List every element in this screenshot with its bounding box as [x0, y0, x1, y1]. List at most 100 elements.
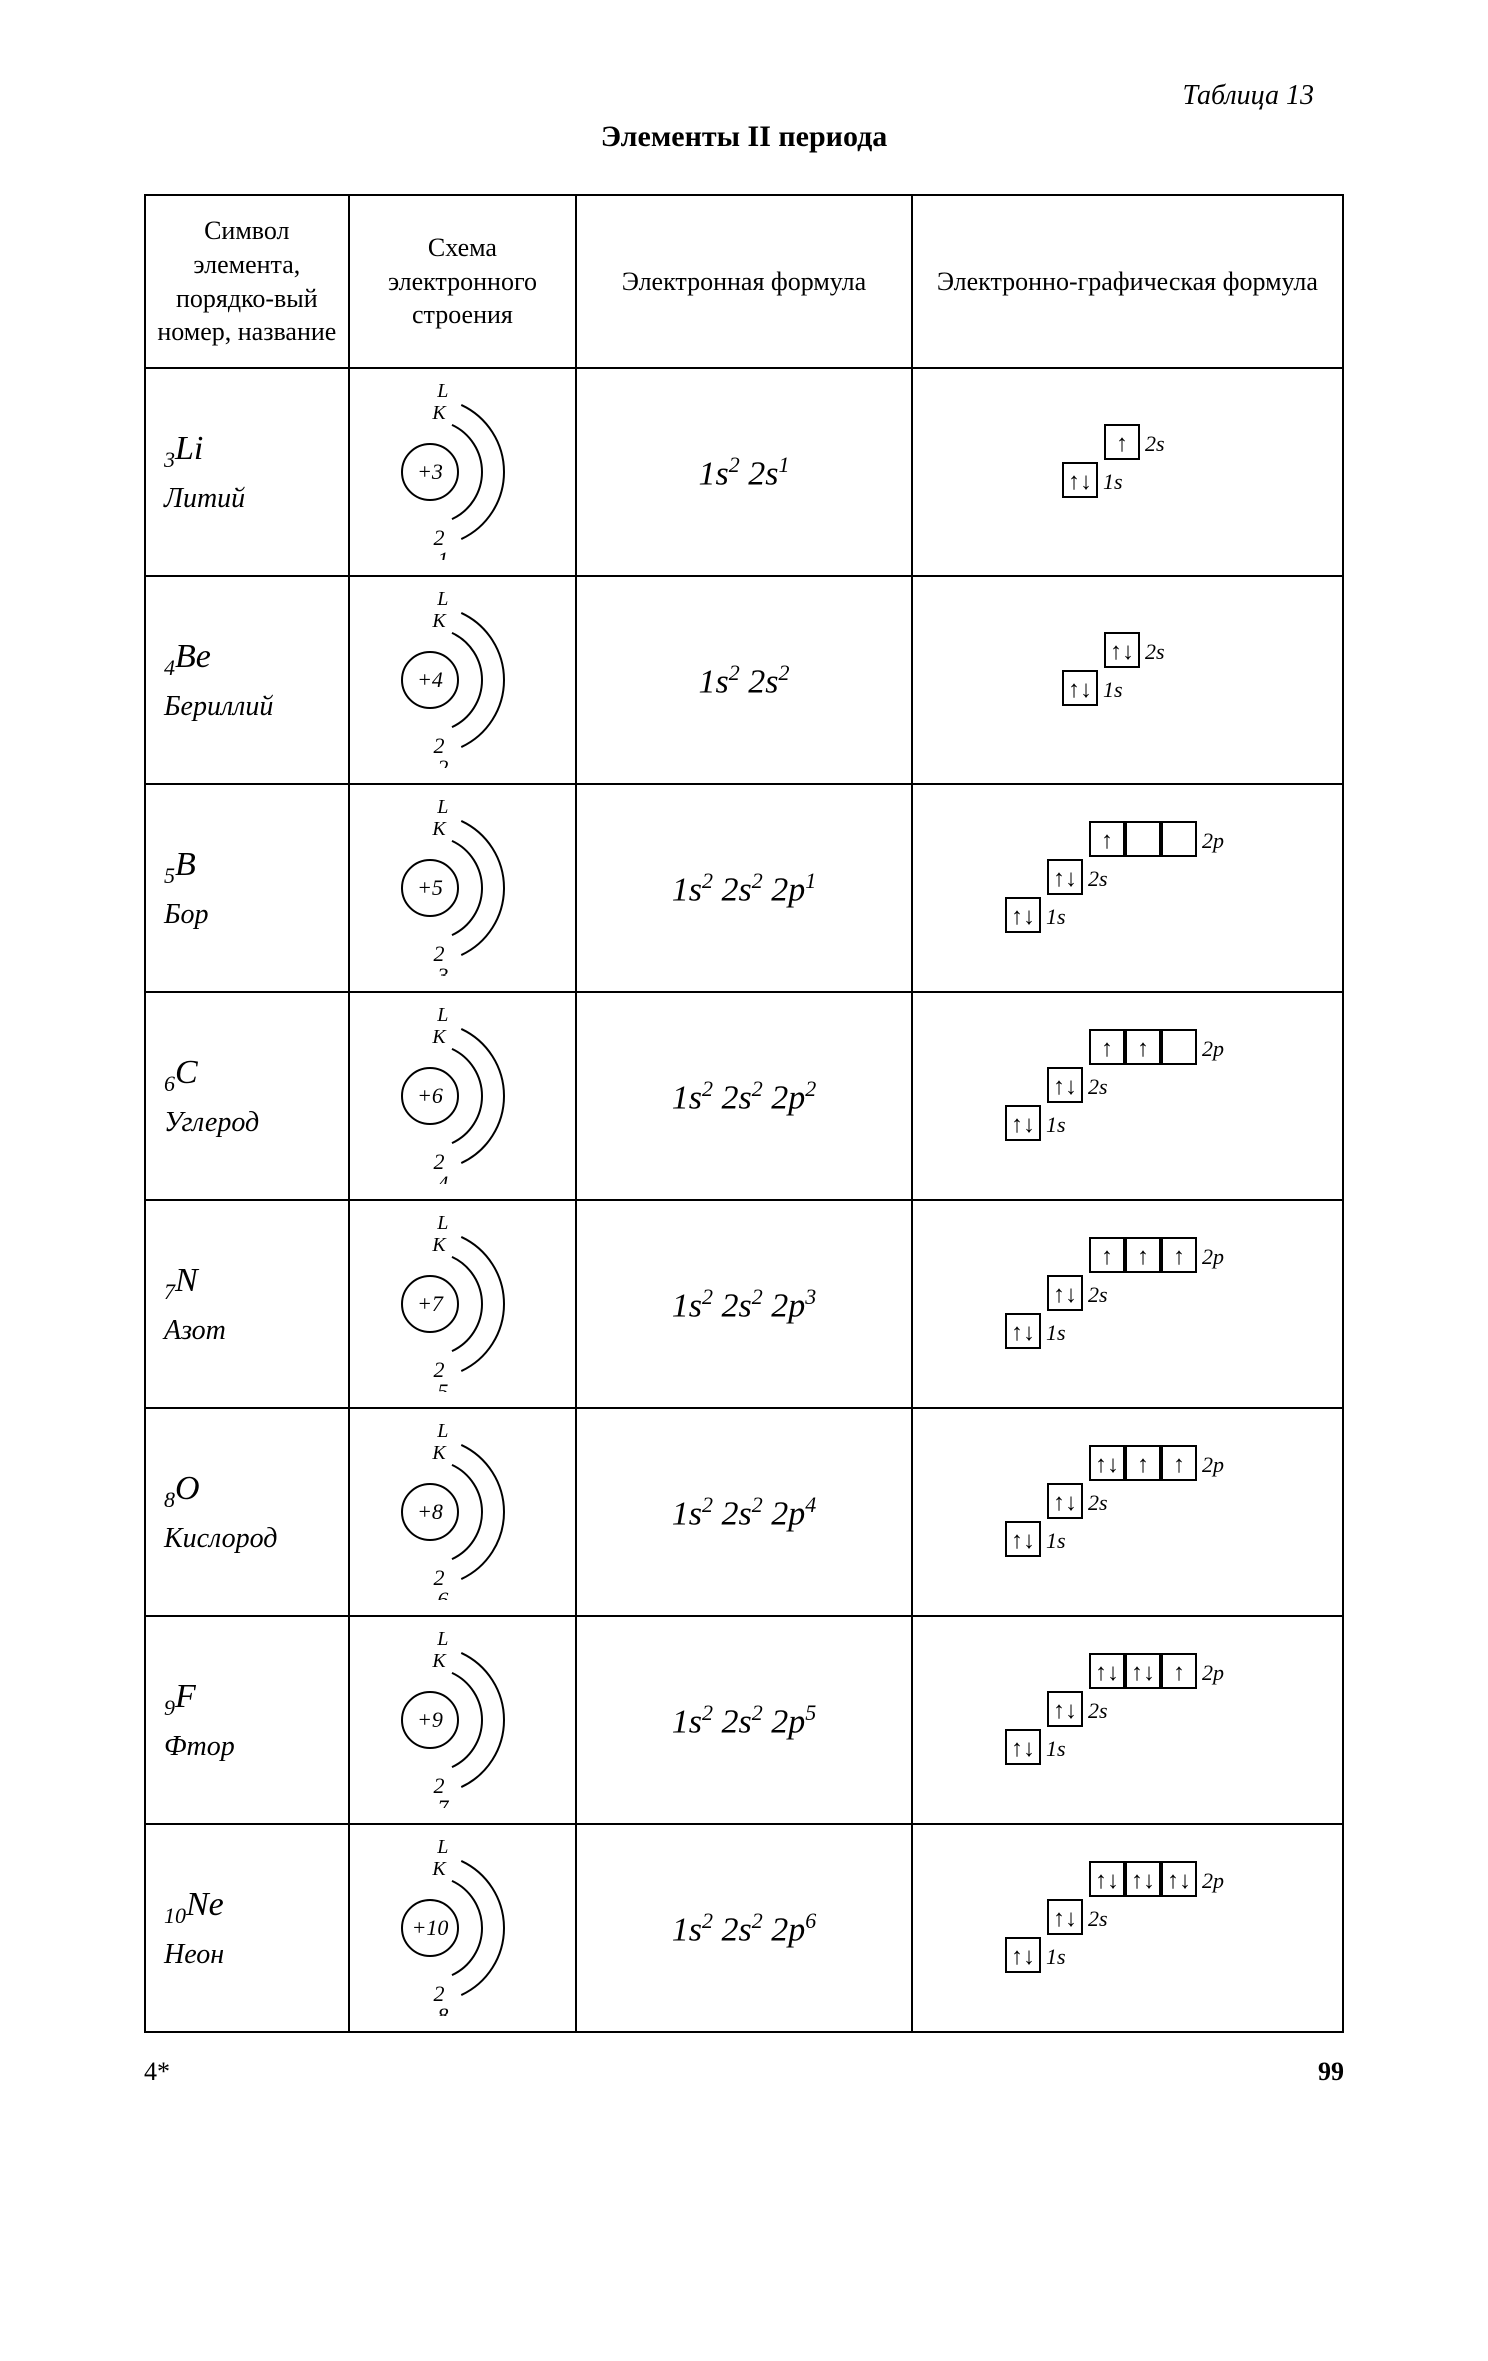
- svg-text:K: K: [432, 401, 448, 423]
- svg-text:↑↓: ↑↓: [1053, 1906, 1077, 1932]
- svg-text:↑↓: ↑↓: [1068, 677, 1092, 703]
- svg-text:↑↓: ↑↓: [1095, 1452, 1119, 1478]
- formula-cell: 1s2 2s2 2p4: [576, 1408, 911, 1616]
- svg-text:K: K: [432, 1649, 448, 1671]
- svg-text:L: L: [437, 1420, 449, 1442]
- svg-text:2p: 2p: [1202, 828, 1224, 853]
- svg-text:2p: 2p: [1202, 1036, 1224, 1061]
- element-symbol: 7N: [164, 1262, 342, 1305]
- svg-text:7: 7: [438, 1795, 450, 1808]
- svg-text:↑↓: ↑↓: [1053, 1282, 1077, 1308]
- table-row: 3LiЛитий+3K2L11s2 2s1↑↓1s↑2s: [145, 368, 1343, 576]
- svg-text:2p: 2p: [1202, 1244, 1224, 1269]
- col-header-formula: Электронная формула: [576, 195, 911, 368]
- orbital-diagram-cell: ↑↓1s↑↓2s↑↓↑↓↑↓2p: [912, 1824, 1343, 2032]
- svg-text:+7: +7: [418, 1291, 445, 1316]
- table-row: 5BБор+5K2L31s2 2s2 2p1↑↓1s↑↓2s↑2p: [145, 784, 1343, 992]
- svg-text:2p: 2p: [1202, 1452, 1224, 1477]
- svg-text:↑: ↑: [1101, 1036, 1113, 1062]
- element-name: Фтор: [164, 1731, 342, 1763]
- svg-text:K: K: [432, 817, 448, 839]
- table-row: 10NeНеон+10K2L81s2 2s2 2p6↑↓1s↑↓2s↑↓↑↓↑↓…: [145, 1824, 1343, 2032]
- svg-text:↑↓: ↑↓: [1011, 1320, 1035, 1346]
- svg-text:K: K: [432, 1441, 448, 1463]
- svg-text:2s: 2s: [1088, 1906, 1108, 1931]
- svg-text:↑↓: ↑↓: [1011, 904, 1035, 930]
- scheme-cell: +7K2L5: [349, 1200, 577, 1408]
- svg-text:↑↓: ↑↓: [1131, 1868, 1155, 1894]
- svg-text:L: L: [437, 588, 449, 610]
- page-footer: 4* 99: [144, 2057, 1344, 2087]
- orbital-diagram-cell: ↑↓1s↑↓2s↑2p: [912, 784, 1343, 992]
- formula-cell: 1s2 2s2: [576, 576, 911, 784]
- scheme-cell: +10K2L8: [349, 1824, 577, 2032]
- element-name: Углерод: [164, 1107, 342, 1139]
- svg-text:2s: 2s: [1088, 1074, 1108, 1099]
- svg-text:2s: 2s: [1088, 1490, 1108, 1515]
- orbital-diagram-cell: ↑↓1s↑2s: [912, 368, 1343, 576]
- svg-text:K: K: [432, 1233, 448, 1255]
- svg-text:1s: 1s: [1046, 1320, 1066, 1345]
- svg-text:↑: ↑: [1137, 1244, 1149, 1270]
- svg-text:1s: 1s: [1046, 904, 1066, 929]
- svg-text:L: L: [437, 1212, 449, 1234]
- svg-text:2s: 2s: [1088, 1698, 1108, 1723]
- svg-text:↑: ↑: [1173, 1660, 1185, 1686]
- element-name: Бериллий: [164, 691, 342, 723]
- svg-text:2p: 2p: [1202, 1660, 1224, 1685]
- orbital-diagram-cell: ↑↓1s↑↓2s↑↓↑↓↑2p: [912, 1616, 1343, 1824]
- svg-text:↑↓: ↑↓: [1095, 1868, 1119, 1894]
- footer-right: 99: [1318, 2057, 1344, 2087]
- svg-text:↑: ↑: [1137, 1036, 1149, 1062]
- col-header-symbol: Символ элемента, порядко-вый номер, назв…: [145, 195, 349, 368]
- element-name: Бор: [164, 899, 342, 931]
- svg-text:1s: 1s: [1046, 1736, 1066, 1761]
- element-symbol: 4Be: [164, 638, 342, 681]
- symbol-cell: 9FФтор: [145, 1616, 349, 1824]
- svg-text:↑↓: ↑↓: [1131, 1660, 1155, 1686]
- svg-text:↑↓: ↑↓: [1011, 1528, 1035, 1554]
- scheme-cell: +9K2L7: [349, 1616, 577, 1824]
- element-symbol: 8O: [164, 1470, 342, 1513]
- svg-text:K: K: [432, 609, 448, 631]
- svg-text:2s: 2s: [1088, 866, 1108, 891]
- svg-text:↑↓: ↑↓: [1053, 1698, 1077, 1724]
- element-symbol: 10Ne: [164, 1886, 342, 1929]
- symbol-cell: 4Be Бериллий: [145, 576, 349, 784]
- symbol-cell: 10NeНеон: [145, 1824, 349, 2032]
- symbol-cell: 8O Кислород: [145, 1408, 349, 1616]
- scheme-cell: +5K2L3: [349, 784, 577, 992]
- svg-text:4: 4: [438, 1171, 449, 1184]
- formula-cell: 1s2 2s2 2p1: [576, 784, 911, 992]
- svg-text:2s: 2s: [1088, 1282, 1108, 1307]
- svg-text:3: 3: [437, 963, 449, 976]
- element-symbol: 6C: [164, 1054, 342, 1097]
- table-row: 8OКислород+8K2L61s2 2s2 2p4↑↓1s↑↓2s↑↓↑↑2…: [145, 1408, 1343, 1616]
- col-header-scheme: Схема электронного строения: [349, 195, 577, 368]
- svg-text:2s: 2s: [1145, 639, 1165, 664]
- svg-text:↑↓: ↑↓: [1053, 1490, 1077, 1516]
- formula-cell: 1s2 2s2 2p5: [576, 1616, 911, 1824]
- svg-text:↑↓: ↑↓: [1110, 639, 1134, 665]
- formula-cell: 1s2 2s2 2p3: [576, 1200, 911, 1408]
- element-name: Азот: [164, 1315, 342, 1347]
- table-header-row: Символ элемента, порядко-вый номер, назв…: [145, 195, 1343, 368]
- symbol-cell: 6C Углерод: [145, 992, 349, 1200]
- elements-table: Символ элемента, порядко-вый номер, назв…: [144, 194, 1344, 2033]
- formula-cell: 1s2 2s1: [576, 368, 911, 576]
- svg-text:+5: +5: [418, 875, 444, 900]
- svg-text:K: K: [432, 1857, 448, 1879]
- table-row: 6CУглерод+6K2L41s2 2s2 2p2↑↓1s↑↓2s↑↑2p: [145, 992, 1343, 1200]
- scheme-cell: +6K2L4: [349, 992, 577, 1200]
- element-name: Кислород: [164, 1523, 342, 1555]
- footer-left: 4*: [144, 2057, 170, 2087]
- svg-text:+8: +8: [418, 1499, 444, 1524]
- orbital-diagram-cell: ↑↓ 1s ↑↓ 2s: [912, 576, 1343, 784]
- svg-text:↑↓: ↑↓: [1053, 1074, 1077, 1100]
- svg-text:8: 8: [438, 2003, 449, 2016]
- svg-text:L: L: [437, 1628, 449, 1650]
- svg-text:1s: 1s: [1103, 677, 1123, 702]
- page: Таблица 13 Элементы II периода Символ эл…: [144, 80, 1344, 2087]
- scheme-cell: +3K2L1: [349, 368, 577, 576]
- svg-text:↑: ↑: [1137, 1452, 1149, 1478]
